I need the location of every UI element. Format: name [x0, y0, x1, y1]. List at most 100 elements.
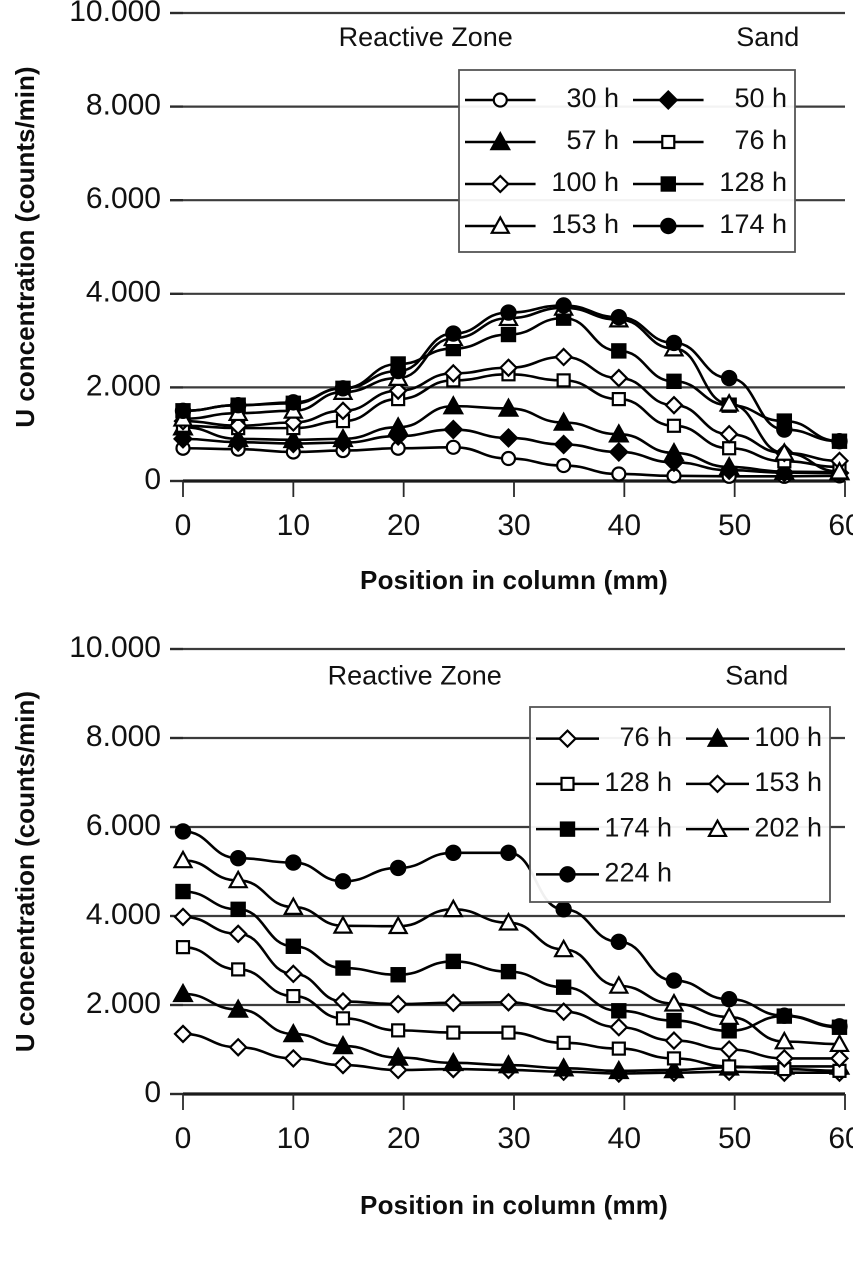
x-tick-label: 0 — [175, 1122, 192, 1155]
marker-open-diamond — [498, 992, 519, 1012]
x-tick-label: 20 — [387, 509, 420, 542]
marker-filled-triangle — [608, 423, 630, 443]
x-tick-label: 10 — [277, 1122, 310, 1155]
marker-open-diamond — [388, 1060, 408, 1080]
marker-filled-triangle — [552, 1057, 575, 1077]
marker-open-square — [446, 1025, 461, 1040]
x-tick-label: 50 — [718, 1122, 751, 1155]
marker-open-triangle — [227, 869, 249, 889]
x-ticks: 0 10 20 30 40 50 60 — [175, 1094, 853, 1155]
marker-filled-circle — [610, 933, 628, 951]
legend-entry[interactable]: 100 h — [686, 722, 822, 752]
x-tick-label: 20 — [387, 1122, 420, 1155]
marker-open-triangle — [707, 818, 728, 838]
y-tick-label: 6.000 — [86, 182, 161, 215]
legend-entry[interactable]: 128 h — [633, 167, 787, 197]
marker-open-triangle — [172, 849, 194, 869]
legend-entry[interactable]: 57 h — [465, 125, 619, 155]
marker-open-diamond — [554, 1002, 574, 1022]
marker-open-diamond — [333, 401, 353, 421]
legend-entry[interactable]: 202 h — [686, 812, 822, 842]
x-tick-label: 30 — [497, 1122, 530, 1155]
marker-filled-diamond — [443, 419, 464, 440]
marker-filled-square — [390, 967, 406, 983]
y-tick-label: 10.000 — [69, 631, 161, 664]
legend-entry[interactable]: 224 h — [536, 858, 672, 888]
marker-filled-circle — [660, 217, 677, 235]
marker-filled-triangle — [773, 460, 796, 480]
legend-entry[interactable]: 153 h — [465, 209, 619, 239]
legend-entry-label: 128 h — [719, 167, 787, 197]
marker-open-diamond — [719, 424, 739, 444]
legend-entry-label: 174 h — [719, 209, 787, 239]
marker-filled-circle — [776, 1007, 793, 1024]
marker-filled-circle — [555, 297, 572, 314]
marker-filled-square — [666, 373, 682, 390]
legend-entry[interactable]: 30 h — [465, 83, 619, 113]
legend-entry[interactable]: 100 h — [465, 167, 619, 197]
x-tick-label: 40 — [608, 1122, 641, 1155]
marker-open-triangle — [829, 460, 850, 480]
chart-panel-bottom: 0 2.000 4.000 6.000 8.000 10.000 0 10 20 30 40 50 60… — [0, 631, 853, 1261]
marker-open-diamond — [829, 1048, 850, 1068]
y-tick-label: 6.000 — [86, 809, 161, 842]
y-tick-label: 2.000 — [86, 987, 161, 1020]
chart-panel-top: 0 2.000 4.000 6.000 8.000 10.000 0 10 20 30 40 50 60… — [0, 0, 853, 630]
marker-open-diamond — [173, 907, 193, 927]
x-axis-title: Position in column (mm) — [360, 565, 668, 595]
legend-entry-label: 174 h — [604, 812, 672, 842]
marker-open-square — [611, 1041, 626, 1056]
marker-open-square — [722, 441, 737, 456]
y-tick-label: 0 — [144, 463, 161, 496]
marker-open-square — [501, 1025, 516, 1040]
legend: 76 h 100 h 128 h 153 h 174 h 202 h 224 h — [529, 706, 831, 903]
marker-open-diamond — [774, 1048, 794, 1068]
legend-entry[interactable]: 174 h — [633, 209, 787, 239]
marker-open-diamond — [333, 1055, 353, 1075]
y-tick-label: 8.000 — [86, 89, 161, 122]
marker-filled-diamond — [498, 427, 519, 448]
marker-filled-square — [285, 938, 302, 954]
x-axis-title: Position in column (mm) — [360, 1190, 668, 1220]
marker-open-square — [666, 418, 682, 433]
gridlines: 0 2.000 4.000 6.000 8.000 10.000 — [69, 0, 845, 496]
legend-entry[interactable]: 76 h — [536, 722, 672, 752]
series-224-h — [174, 823, 848, 1035]
legend-entry[interactable]: 153 h — [686, 767, 822, 797]
marker-open-diamond — [664, 1031, 684, 1051]
y-tick-label: 4.000 — [86, 276, 161, 309]
marker-filled-diamond — [553, 434, 574, 455]
marker-filled-square — [500, 963, 517, 980]
legend-entry-label: 100 h — [551, 167, 619, 197]
marker-filled-square — [230, 901, 246, 918]
marker-open-triangle — [553, 938, 575, 958]
chart-svg-bottom: 0 2.000 4.000 6.000 8.000 10.000 0 10 20 30 40 50 60… — [10, 631, 853, 1220]
legend-entry-label: 57 h — [566, 125, 619, 155]
marker-open-circle — [556, 457, 572, 474]
marker-open-square — [391, 1023, 406, 1038]
marker-filled-circle — [665, 334, 683, 352]
legend-entry-label: 76 h — [619, 722, 672, 752]
marker-open-diamond — [443, 993, 463, 1013]
marker-open-diamond — [228, 1037, 248, 1057]
legend-entry-label: 153 h — [551, 209, 619, 239]
marker-open-diamond — [664, 395, 684, 415]
marker-filled-circle — [445, 325, 462, 342]
marker-filled-triangle — [442, 395, 465, 415]
marker-filled-square — [666, 1012, 682, 1029]
marker-filled-triangle — [497, 397, 520, 417]
zone-annotation: Sand — [736, 22, 799, 52]
series-30-h — [175, 439, 848, 484]
legend-entry[interactable]: 76 h — [633, 125, 787, 155]
legend-entry[interactable]: 128 h — [536, 767, 672, 797]
legend-entry[interactable]: 174 h — [536, 812, 672, 842]
legend-entry[interactable]: 50 h — [633, 83, 787, 113]
marker-open-triangle — [663, 992, 685, 1012]
x-tick-label: 40 — [608, 509, 641, 542]
x-tick-label: 0 — [175, 509, 192, 542]
marker-open-triangle — [387, 915, 409, 935]
marker-filled-circle — [559, 866, 576, 883]
marker-filled-circle — [720, 991, 738, 1008]
marker-open-diamond — [283, 964, 303, 984]
